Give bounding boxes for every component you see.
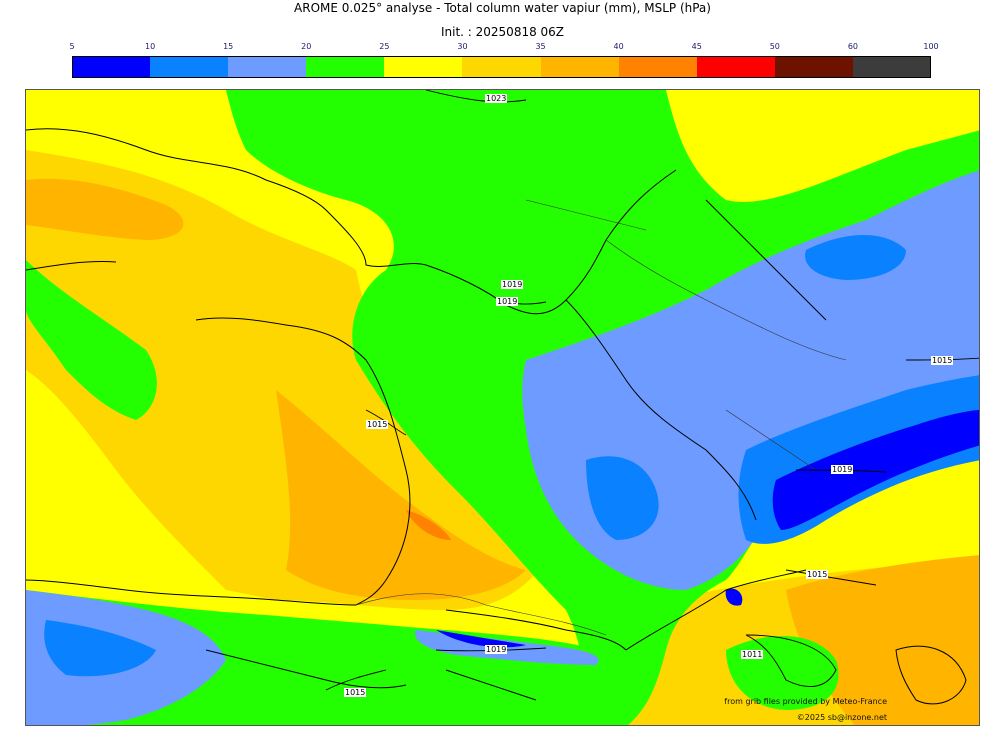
colorbar-tick-label: 50: [769, 42, 780, 51]
colorbar-swatch: [618, 56, 698, 78]
colorbar-swatch: [384, 56, 463, 78]
colorbar-swatch: [696, 56, 776, 78]
isobar-label: 1023: [485, 94, 508, 103]
isobar-label: 1019: [501, 280, 524, 289]
isobar-label: 1011: [741, 650, 764, 659]
colorbar-tick-label: 25: [379, 42, 390, 51]
borders: [355, 199, 847, 636]
map-canvas: [26, 90, 979, 725]
tcwv-band-10-15-iberia: [44, 620, 156, 677]
copyright-credit: ©2025 sb@inzone.net: [796, 713, 887, 722]
isobar-label: 1019: [485, 645, 508, 654]
isobar-label: 1015: [344, 688, 367, 697]
tcwv-band-20-25-atlantic: [26, 260, 157, 420]
tcwv-band-40-45-spot: [406, 510, 451, 540]
colorbar-tick-label: 40: [613, 42, 624, 51]
coastlines: [26, 128, 967, 705]
tcwv-band-35-40-channel: [26, 178, 184, 240]
source-credit: from grib files provided by Meteo-France: [724, 697, 887, 706]
weather-map: 1023 1019 1019 1015 1015 1019 1015 1019 …: [25, 89, 980, 726]
tcwv-band-5-10-spot: [725, 588, 743, 606]
colorbar-swatch: [774, 56, 854, 78]
colorbar-tick-label: 100: [923, 42, 939, 51]
colorbar-tick-label: 20: [301, 42, 312, 51]
colorbar-tick-label: 60: [847, 42, 858, 51]
tcwv-band-5-10-pyrenees: [436, 630, 526, 648]
colorbar-swatch: [462, 56, 542, 78]
tcwv-band-5-10-alps: [772, 410, 979, 530]
colorbar-tick-label: 30: [457, 42, 468, 51]
chart-title: AROME 0.025° analyse - Total column wate…: [294, 1, 711, 15]
isobar-label: 1019: [496, 297, 519, 306]
colorbar-swatch: [306, 56, 385, 78]
isobar-label: 1015: [806, 570, 829, 579]
tcwv-band-35-40-aquitaine: [276, 390, 526, 600]
colorbar-swatch: [72, 56, 151, 78]
colorbar-tick-label: 5: [69, 42, 75, 51]
colorbar-tick-label: 45: [691, 42, 702, 51]
tcwv-band-10-15-massif: [586, 456, 659, 540]
colorbar-tick-label: 15: [223, 42, 234, 51]
isobar-label: 1015: [931, 356, 954, 365]
colorbar-swatch: [228, 56, 307, 78]
isobar-label: 1015: [366, 420, 389, 429]
tcwv-band-10-15-rhine: [805, 235, 906, 280]
colorbar-swatch: [540, 56, 620, 78]
colorbar-frame: [72, 56, 931, 78]
colorbar-tick-label: 10: [144, 42, 156, 51]
isobar-label: 1019: [831, 465, 854, 474]
colorbar-swatch: [150, 56, 229, 78]
init-time: Init. : 20250818 06Z: [440, 25, 565, 39]
colorbar-swatch: [852, 56, 932, 78]
tcwv-band-30-35-west: [26, 150, 546, 610]
colorbar-tick-label: 35: [535, 42, 546, 51]
